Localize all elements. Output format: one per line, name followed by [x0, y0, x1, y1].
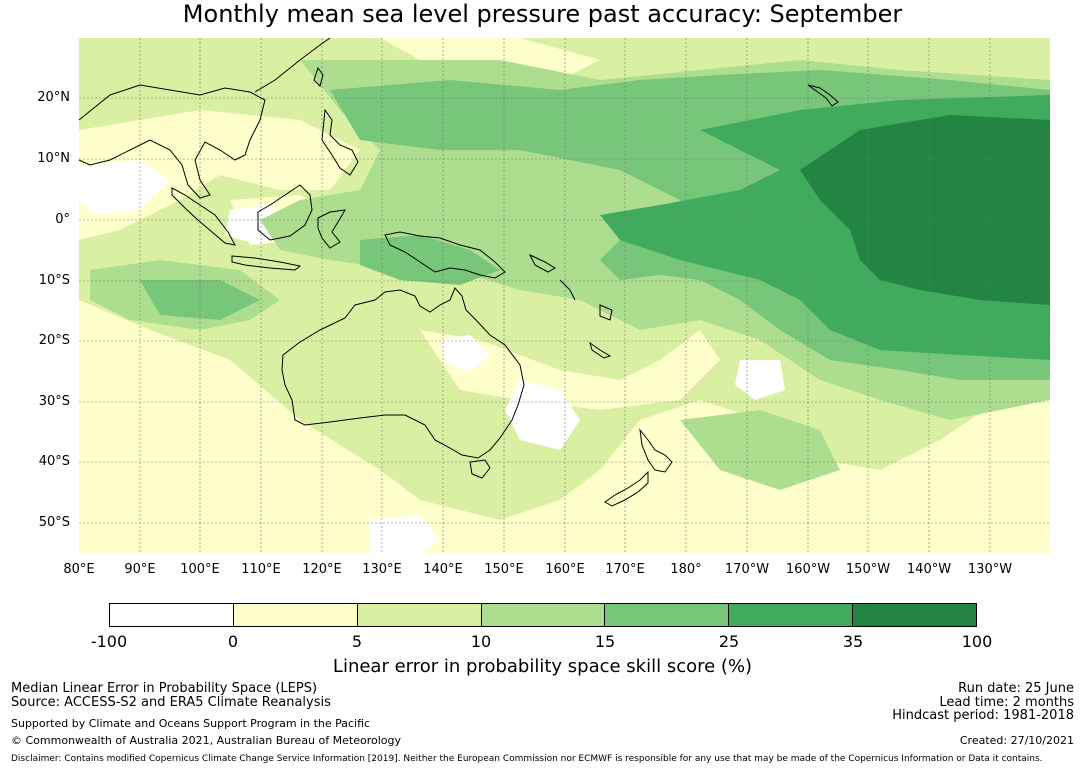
coastline-australia — [281, 287, 525, 459]
skill-regions — [79, 38, 1050, 553]
lon-label-150e: 150°E — [484, 562, 524, 577]
lon-label-130e: 130°E — [362, 562, 402, 577]
colorbar-tick: 100 — [961, 632, 993, 651]
coastline-borneo — [257, 184, 313, 241]
coastline-solomons — [528, 253, 556, 273]
lon-label-160w: 160°W — [785, 562, 831, 577]
lon-label-160e: 160°E — [545, 562, 585, 577]
colorbar-tick: 0 — [227, 632, 239, 651]
coastline-hawaii — [807, 84, 839, 107]
colorbar-tick: 5 — [351, 632, 363, 651]
lon-label-100e: 100°E — [180, 562, 220, 577]
lon-label-80e: 80°E — [63, 562, 95, 577]
lon-label-120e: 120°E — [302, 562, 342, 577]
colorbar-title: Linear error in probability space skill … — [332, 656, 753, 677]
coastline-china — [254, 37, 331, 93]
colorbar-bin-4 — [481, 604, 606, 626]
colorbar-bin-3 — [357, 604, 482, 626]
lat-label-20s: 20°S — [38, 333, 70, 348]
colorbar-tick: -100 — [90, 632, 128, 651]
footer-left-line3: Supported by Climate and Oceans Support … — [11, 717, 371, 730]
lon-label-90e: 90°E — [124, 562, 156, 577]
lon-label-140e: 140°E — [423, 562, 463, 577]
lon-label-130w: 130°W — [967, 562, 1013, 577]
coastline-sumatra — [171, 187, 236, 246]
coastlines — [78, 37, 839, 507]
coastline-se-asia — [78, 84, 266, 199]
lat-label-10s: 10°S — [38, 273, 70, 288]
coastline-fiji — [599, 304, 613, 321]
lat-label-50s: 50°S — [38, 515, 70, 530]
graticule — [79, 38, 1050, 553]
lon-label-170w: 170°W — [724, 562, 770, 577]
coastline-new-caledonia — [589, 341, 612, 359]
disclaimer: Disclaimer: Contains modified Copernicus… — [11, 754, 1043, 764]
colorbar — [109, 603, 977, 627]
coastline-sulawesi — [317, 209, 346, 249]
lon-label-170e: 170°E — [605, 562, 645, 577]
lon-label-150w: 150°W — [845, 562, 891, 577]
lat-label-40s: 40°S — [38, 454, 70, 469]
footer-hindcast-period: Hindcast period: 1981-2018 — [892, 708, 1074, 723]
colorbar-bin-7 — [853, 604, 977, 626]
lat-label-30s: 30°S — [38, 394, 70, 409]
coastline-taiwan — [313, 66, 324, 87]
colorbar-bin-1 — [110, 604, 234, 626]
lon-label-180: 180° — [670, 562, 702, 577]
colorbar-tick: 25 — [718, 632, 740, 651]
colorbar-tick: 10 — [470, 632, 492, 651]
colorbar-tick: 15 — [594, 632, 616, 651]
coastline-philippines — [321, 108, 359, 176]
footer-lead-time: Lead time: 2 months — [939, 695, 1074, 710]
colorbar-bin-6 — [729, 604, 854, 626]
footer-created: Created: 27/10/2021 — [959, 734, 1074, 747]
lon-label-110e: 110°E — [241, 562, 281, 577]
lon-label-140w: 140°W — [906, 562, 952, 577]
colorbar-bin-5 — [605, 604, 730, 626]
footer-left-line1: Median Linear Error in Probability Space… — [11, 681, 318, 696]
coastline-new-zealand-south — [604, 470, 649, 507]
footer-run-date: Run date: 25 June — [958, 681, 1074, 696]
footer-left-line2: Source: ACCESS-S2 and ERA5 Climate Reana… — [11, 695, 331, 710]
coastline-vanuatu — [559, 279, 576, 301]
coastline-java — [231, 255, 302, 271]
coastline-tasmania — [469, 459, 491, 479]
footer-left-line4: © Commonwealth of Australia 2021, Austra… — [11, 734, 401, 747]
lat-label-10n: 10°N — [37, 151, 70, 166]
colorbar-bin-2 — [233, 604, 358, 626]
skill-score-map — [78, 37, 1050, 553]
coastline-new-guinea — [384, 231, 506, 279]
coastline-new-zealand — [639, 428, 673, 473]
colorbar-tick: 35 — [842, 632, 864, 651]
lat-label-20n: 20°N — [37, 90, 70, 105]
lat-label-0: 0° — [55, 212, 70, 227]
map-title: Monthly mean sea level pressure past acc… — [182, 0, 903, 28]
